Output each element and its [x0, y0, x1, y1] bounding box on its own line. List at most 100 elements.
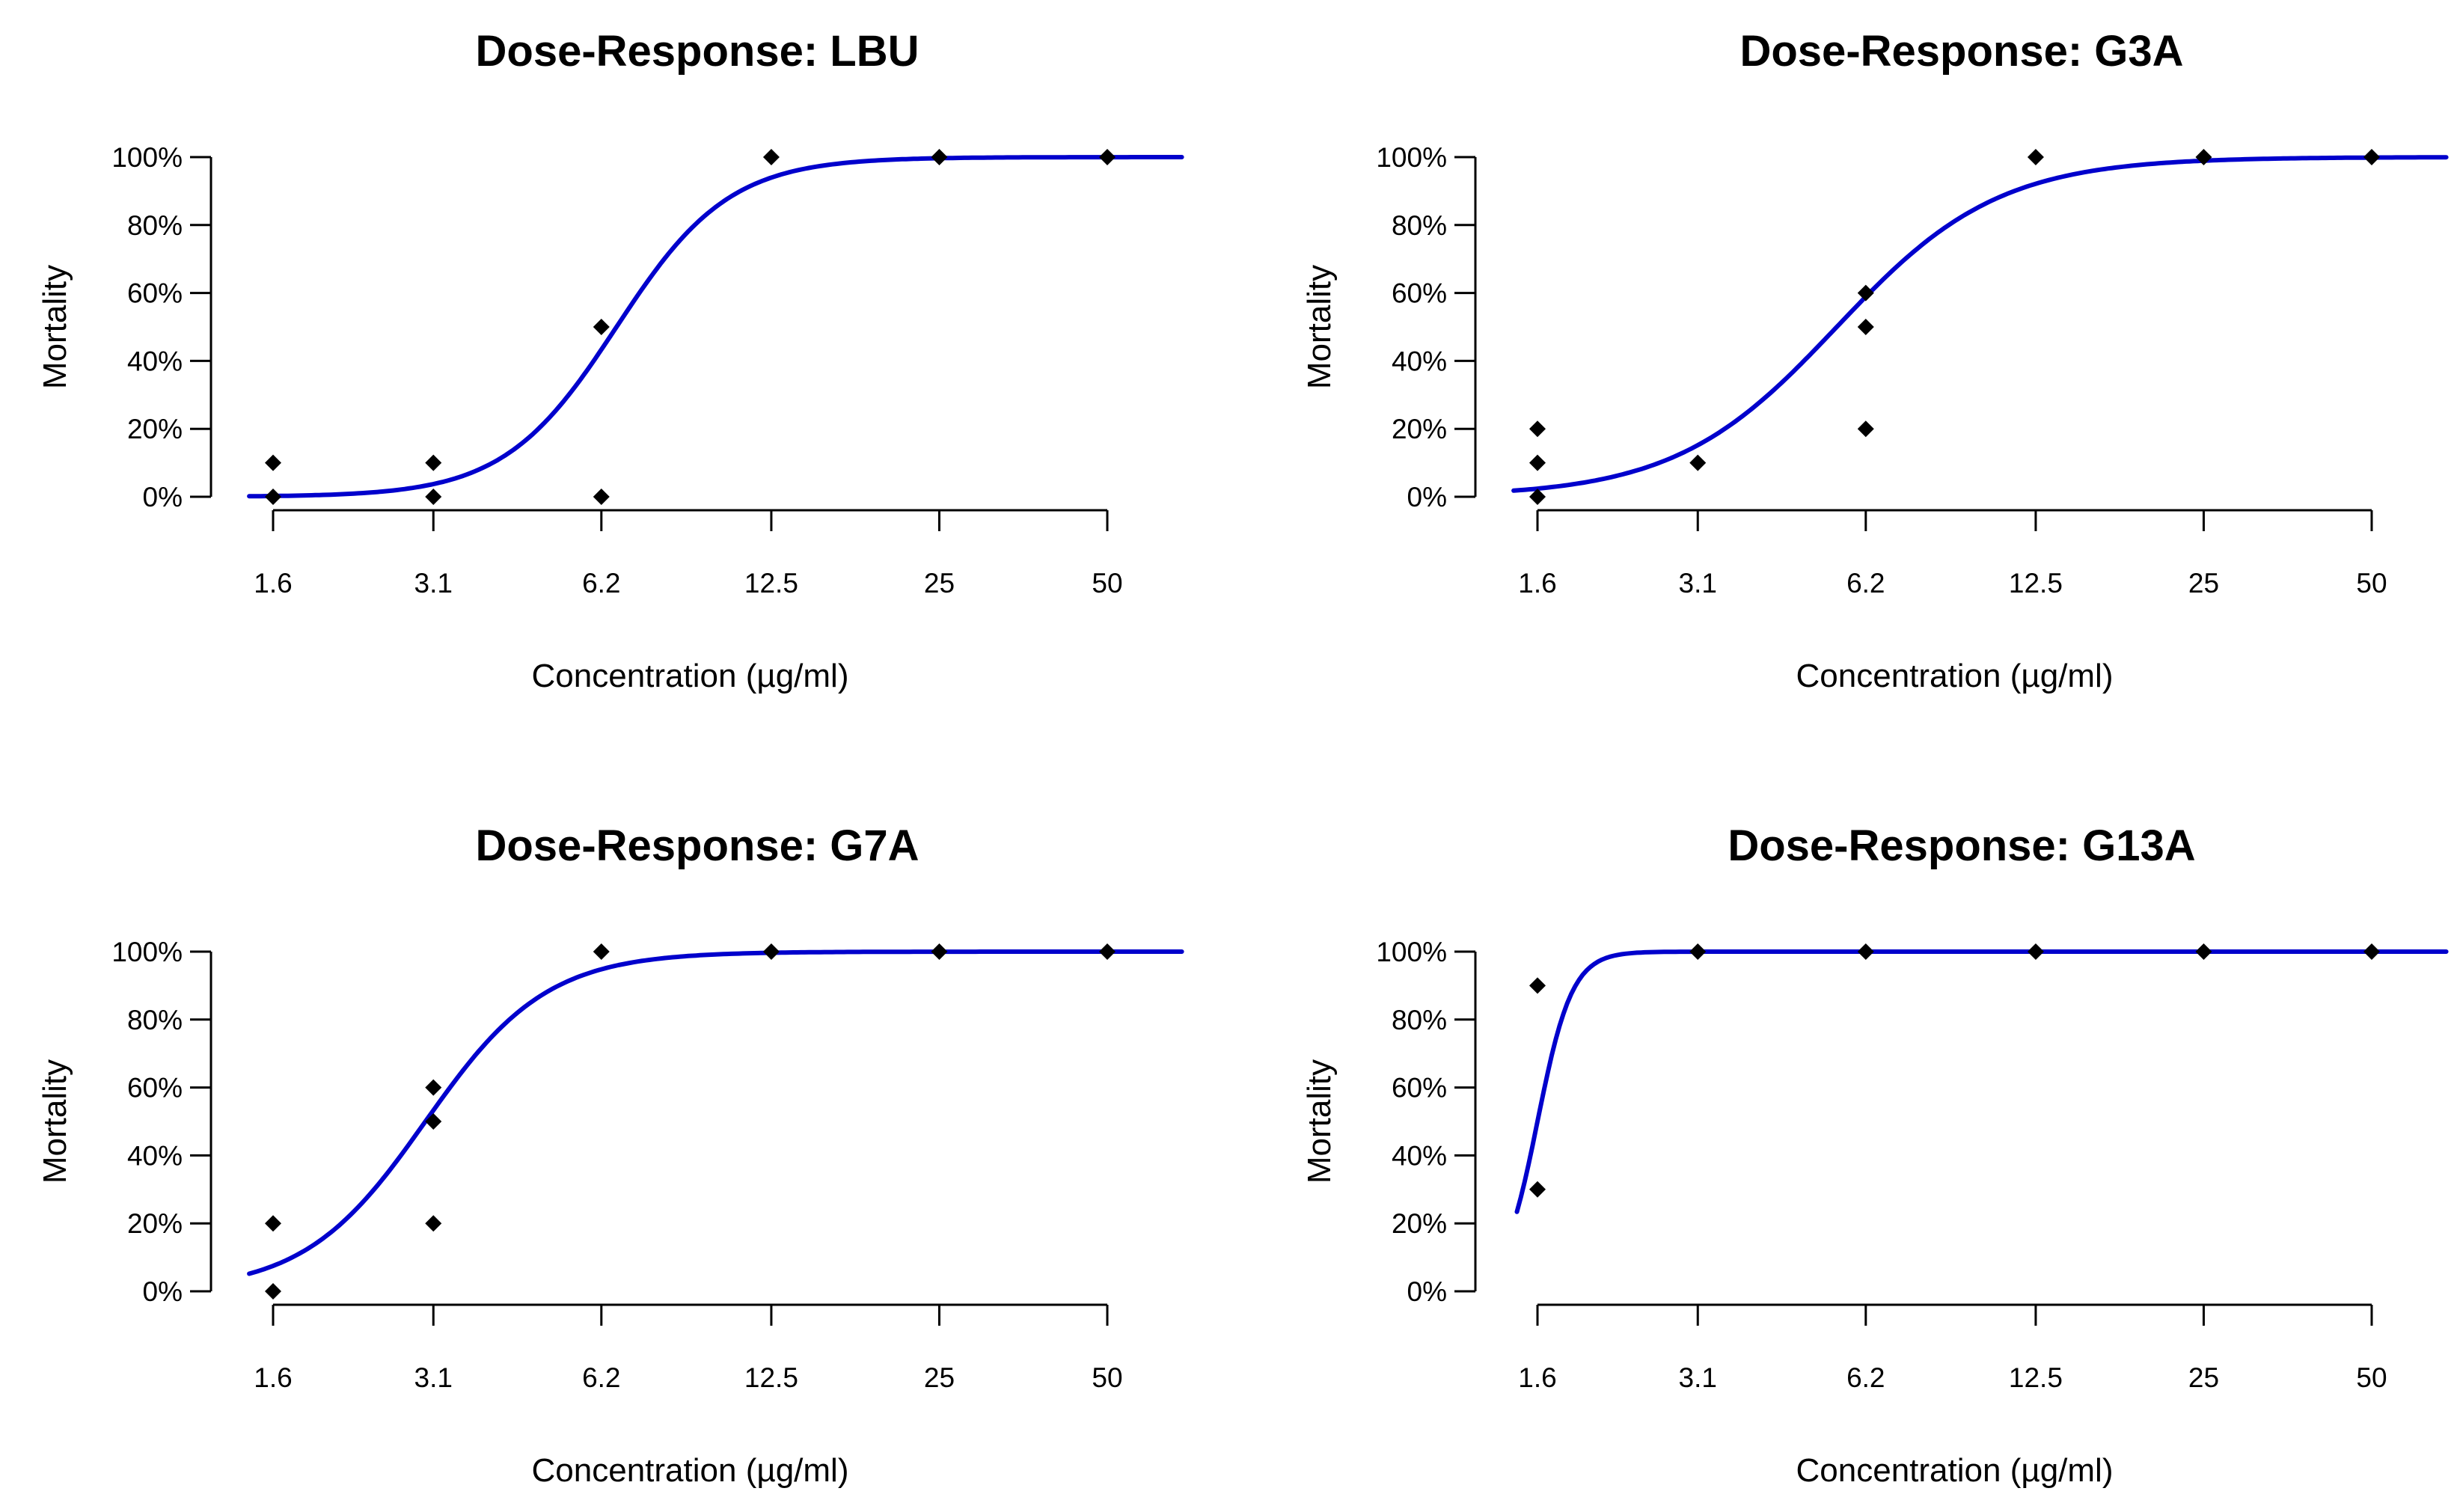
x-tick-label: 12.5	[2009, 1362, 2063, 1393]
data-point	[1529, 977, 1546, 994]
x-tick-label: 6.2	[1846, 1362, 1885, 1393]
fit-curve	[247, 949, 1184, 1276]
x-tick-label: 1.6	[1518, 1362, 1556, 1393]
data-point	[762, 943, 780, 960]
x-tick-label: 3.1	[1679, 568, 1717, 599]
x-tick-label: 25	[2188, 568, 2219, 599]
y-tick-label: 80%	[127, 210, 183, 241]
y-tick-label: 40%	[1392, 346, 1447, 376]
x-tick-label: 25	[924, 1362, 955, 1393]
x-axis-label: Concentration (µg/ml)	[532, 658, 849, 694]
fit-curve	[1514, 949, 2449, 1214]
y-tick-label: 100%	[1376, 142, 1447, 173]
x-tick-label: 6.2	[582, 1362, 620, 1393]
chart-panel-2: Dose-Response: G3A 0% 20% 40% 60% 80% 100% Mort…	[1301, 27, 2449, 694]
y-tick-label: 40%	[127, 346, 183, 376]
data-point	[2363, 149, 2380, 165]
y-axis-label: Mortality	[37, 265, 73, 389]
data-point	[1857, 284, 1874, 302]
y-tick-label: 0%	[143, 482, 183, 512]
y-axis-label: Mortality	[1301, 265, 1338, 389]
y-tick-label: 60%	[1392, 278, 1447, 309]
data-point	[1857, 319, 1874, 335]
data-point	[2195, 943, 2212, 960]
data-point	[425, 1215, 442, 1232]
data-point	[425, 454, 442, 471]
data-point	[265, 1215, 281, 1232]
x-tick-label: 1.6	[1518, 568, 1556, 599]
y-tick-label: 20%	[1392, 414, 1447, 444]
data-point	[265, 489, 281, 505]
x-tick-label: 12.5	[744, 1362, 798, 1393]
data-point	[593, 943, 610, 960]
data-point	[593, 489, 610, 505]
x-tick-label: 1.6	[254, 568, 292, 599]
y-tick-label: 80%	[1392, 1005, 1447, 1035]
y-tick-label: 0%	[143, 1276, 183, 1307]
data-point	[1689, 943, 1707, 960]
x-tick-label: 50	[2356, 568, 2387, 599]
data-point	[762, 149, 780, 165]
chart-title: Dose-Response: LBU	[476, 27, 919, 76]
data-point	[2027, 943, 2044, 960]
y-tick-label: 0%	[1407, 1276, 1447, 1307]
y-tick-label: 20%	[127, 414, 183, 444]
x-tick-label: 12.5	[2009, 568, 2063, 599]
y-tick-label: 60%	[1392, 1073, 1447, 1104]
data-point	[1857, 943, 1874, 960]
data-point	[425, 1079, 442, 1096]
data-point	[931, 943, 948, 960]
fit-curve	[1511, 155, 2449, 493]
data-point	[1099, 149, 1116, 165]
y-tick-label: 80%	[1392, 210, 1447, 241]
data-point	[2363, 943, 2380, 960]
x-tick-label: 50	[1092, 568, 1122, 599]
data-point	[265, 454, 281, 471]
data-point	[265, 1283, 281, 1300]
y-tick-label: 60%	[127, 278, 183, 309]
data-point	[1529, 489, 1546, 505]
x-tick-label: 50	[2356, 1362, 2387, 1393]
chart-title: Dose-Response: G3A	[1739, 27, 2183, 76]
y-axis-label: Mortality	[1301, 1059, 1338, 1184]
data-point	[931, 149, 948, 165]
y-tick-label: 40%	[127, 1140, 183, 1171]
data-point	[1857, 420, 1874, 438]
y-tick-label: 20%	[1392, 1208, 1447, 1239]
chart-title: Dose-Response: G13A	[1728, 821, 2195, 870]
y-axis-label: Mortality	[37, 1059, 73, 1184]
y-tick-label: 20%	[127, 1208, 183, 1239]
chart-panel-3: Dose-Response: G7A 0% 20% 40% 60% 80% 100% Mort…	[37, 821, 1184, 1489]
x-tick-label: 25	[2188, 1362, 2219, 1393]
data-point	[1529, 454, 1546, 471]
y-tick-label: 40%	[1392, 1140, 1447, 1171]
x-tick-label: 12.5	[744, 568, 798, 599]
y-tick-label: 0%	[1407, 482, 1447, 512]
x-tick-label: 25	[924, 568, 955, 599]
x-tick-label: 3.1	[414, 568, 453, 599]
y-tick-label: 80%	[127, 1005, 183, 1035]
x-tick-label: 6.2	[582, 568, 620, 599]
data-point	[1529, 420, 1546, 438]
x-axis-label: Concentration (µg/ml)	[1796, 1452, 2114, 1489]
y-tick-label: 60%	[127, 1073, 183, 1104]
data-point	[1529, 1181, 1546, 1198]
data-point	[1689, 454, 1707, 471]
y-tick-label: 100%	[111, 937, 183, 967]
x-tick-label: 3.1	[414, 1362, 453, 1393]
data-point	[1099, 943, 1116, 960]
fit-curve	[247, 155, 1184, 499]
x-tick-label: 1.6	[254, 1362, 292, 1393]
x-tick-label: 3.1	[1679, 1362, 1717, 1393]
data-point	[425, 1113, 442, 1130]
x-axis-label: Concentration (µg/ml)	[1796, 658, 2114, 694]
y-tick-label: 100%	[1376, 937, 1447, 967]
data-point	[425, 489, 442, 505]
data-point	[2195, 149, 2212, 165]
x-tick-label: 50	[1092, 1362, 1122, 1393]
chart-panel-4: Dose-Response: G13A 0% 20% 40% 60% 80% 100% Mor…	[1301, 821, 2449, 1489]
data-point	[593, 319, 610, 335]
chart-panel-1: Dose-Response: LBU 0% 20% 40% 60% 80% 100% Mort…	[37, 27, 1184, 694]
x-axis-label: Concentration (µg/ml)	[532, 1452, 849, 1489]
